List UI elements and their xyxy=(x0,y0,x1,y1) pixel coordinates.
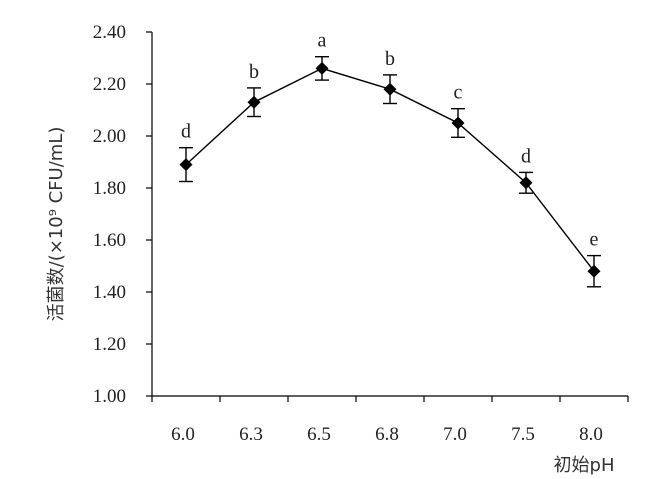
y-tick-label: 1.40 xyxy=(93,282,126,303)
data-point-diamond xyxy=(315,61,329,75)
axes xyxy=(146,31,629,402)
data-point-diamond xyxy=(519,176,533,190)
labels: 1.00 1.20 1.40 1.60 1.80 2.00 2.20 2.40 6.0 6.3 6.… xyxy=(46,22,614,476)
x-tick-label: 6.5 xyxy=(307,424,331,445)
data-point-diamond xyxy=(179,158,193,172)
significance-label: b xyxy=(385,48,395,70)
x-tick-label: 7.0 xyxy=(443,424,467,445)
significance-label: a xyxy=(318,30,327,52)
significance-label: c xyxy=(454,82,463,104)
significance-label: d xyxy=(521,145,531,167)
data-point-diamond xyxy=(247,95,261,109)
y-tick-label: 1.80 xyxy=(93,178,126,199)
significance-label: b xyxy=(249,61,259,83)
data-point-diamond xyxy=(587,264,601,278)
data-point-diamond xyxy=(451,116,465,130)
significance-label: e xyxy=(590,229,599,251)
x-tick-label: 8.0 xyxy=(579,424,603,445)
data-point-diamond xyxy=(383,82,397,96)
y-tick-label: 1.00 xyxy=(93,386,126,407)
significance-label: d xyxy=(181,121,191,143)
y-tick-label: 1.20 xyxy=(93,334,126,355)
data-series xyxy=(179,56,601,288)
y-tick-label: 2.20 xyxy=(93,74,126,95)
x-tick-label: 6.0 xyxy=(171,424,195,445)
x-tick-label: 6.8 xyxy=(375,424,399,445)
x-axis-title: 初始pH xyxy=(554,455,615,476)
y-tick-label: 1.60 xyxy=(93,230,126,251)
y-axis-title: 活菌数/(×10⁹ CFU/mL) xyxy=(46,127,67,322)
x-tick-label: 6.3 xyxy=(239,424,263,445)
y-tick-label: 2.40 xyxy=(93,22,126,43)
y-tick-label: 2.00 xyxy=(93,126,126,147)
x-tick-label: 7.5 xyxy=(511,424,535,445)
